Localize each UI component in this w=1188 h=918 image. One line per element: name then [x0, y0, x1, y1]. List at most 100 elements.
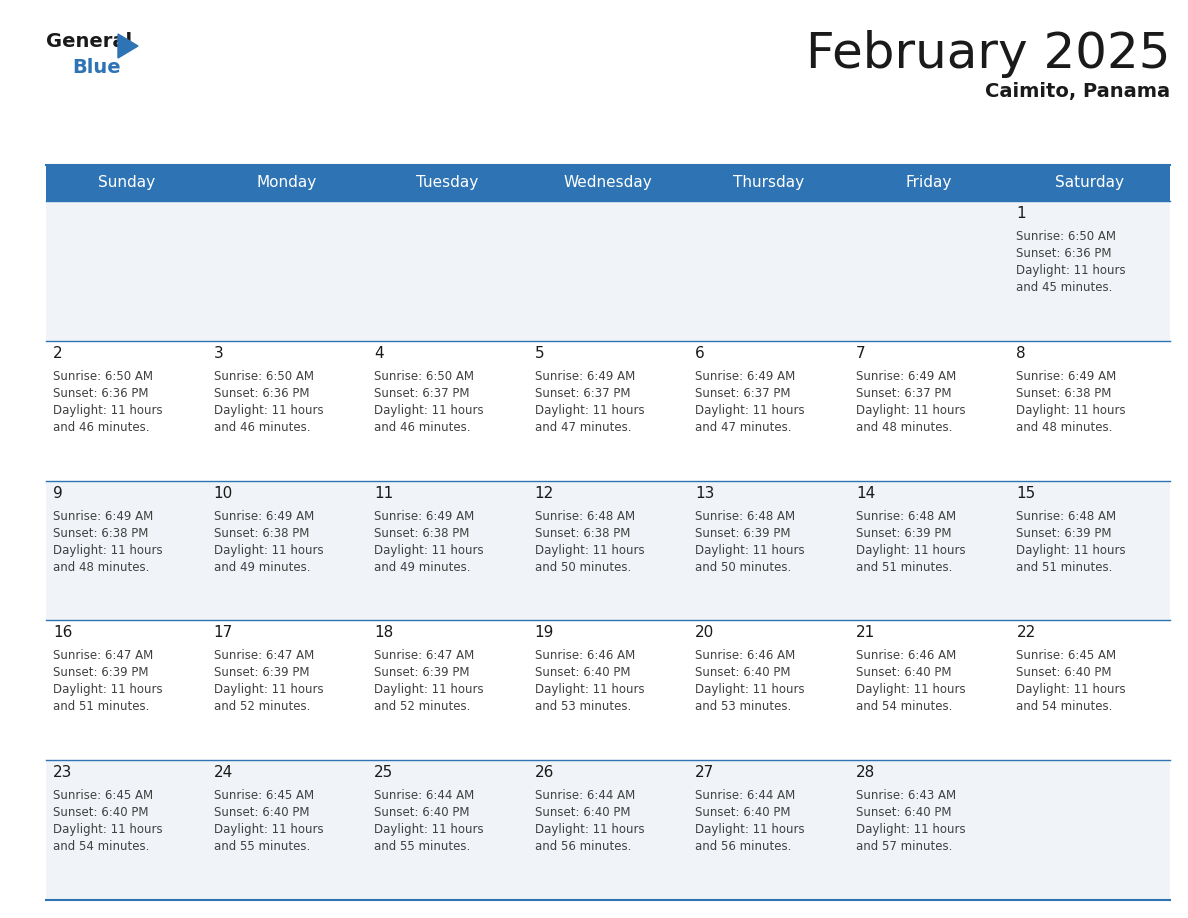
Text: and 49 minutes.: and 49 minutes. — [214, 561, 310, 574]
Text: 26: 26 — [535, 766, 554, 780]
Text: Daylight: 11 hours: Daylight: 11 hours — [1017, 264, 1126, 277]
Bar — [1010, 165, 1170, 201]
Text: Sunset: 6:39 PM: Sunset: 6:39 PM — [214, 666, 309, 679]
Text: Thursday: Thursday — [733, 175, 804, 191]
Text: Sunrise: 6:48 AM: Sunrise: 6:48 AM — [695, 509, 796, 522]
Text: Sunrise: 6:46 AM: Sunrise: 6:46 AM — [855, 649, 956, 663]
Text: Sunset: 6:40 PM: Sunset: 6:40 PM — [53, 806, 148, 819]
Text: 10: 10 — [214, 486, 233, 500]
Bar — [207, 165, 367, 201]
Text: and 48 minutes.: and 48 minutes. — [1017, 420, 1113, 434]
Text: Daylight: 11 hours: Daylight: 11 hours — [214, 543, 323, 556]
Text: and 51 minutes.: and 51 minutes. — [53, 700, 150, 713]
Text: 20: 20 — [695, 625, 714, 641]
Text: 3: 3 — [214, 346, 223, 361]
Text: Sunrise: 6:44 AM: Sunrise: 6:44 AM — [535, 789, 634, 802]
Text: Sunrise: 6:45 AM: Sunrise: 6:45 AM — [1017, 649, 1117, 663]
Text: and 45 minutes.: and 45 minutes. — [1017, 281, 1113, 294]
Text: Sunrise: 6:45 AM: Sunrise: 6:45 AM — [214, 789, 314, 802]
Text: Daylight: 11 hours: Daylight: 11 hours — [1017, 404, 1126, 417]
Text: and 55 minutes.: and 55 minutes. — [214, 840, 310, 853]
Text: 15: 15 — [1017, 486, 1036, 500]
Text: and 46 minutes.: and 46 minutes. — [374, 420, 470, 434]
Text: Daylight: 11 hours: Daylight: 11 hours — [1017, 683, 1126, 697]
Text: Sunrise: 6:44 AM: Sunrise: 6:44 AM — [374, 789, 474, 802]
Text: Sunrise: 6:48 AM: Sunrise: 6:48 AM — [855, 509, 956, 522]
Text: 11: 11 — [374, 486, 393, 500]
Text: Sunset: 6:40 PM: Sunset: 6:40 PM — [1017, 666, 1112, 679]
Bar — [367, 165, 527, 201]
Text: Sunday: Sunday — [97, 175, 154, 191]
Text: Sunset: 6:37 PM: Sunset: 6:37 PM — [855, 386, 952, 400]
Text: Sunrise: 6:49 AM: Sunrise: 6:49 AM — [214, 509, 314, 522]
Text: Sunset: 6:38 PM: Sunset: 6:38 PM — [374, 527, 469, 540]
Text: Sunrise: 6:45 AM: Sunrise: 6:45 AM — [53, 789, 153, 802]
Text: Daylight: 11 hours: Daylight: 11 hours — [1017, 543, 1126, 556]
Text: and 52 minutes.: and 52 minutes. — [374, 700, 470, 713]
Text: Sunset: 6:38 PM: Sunset: 6:38 PM — [1017, 386, 1112, 400]
Text: Daylight: 11 hours: Daylight: 11 hours — [214, 823, 323, 836]
Text: 5: 5 — [535, 346, 544, 361]
Text: Sunset: 6:39 PM: Sunset: 6:39 PM — [855, 527, 952, 540]
Text: and 46 minutes.: and 46 minutes. — [53, 420, 150, 434]
Text: Sunset: 6:37 PM: Sunset: 6:37 PM — [374, 386, 469, 400]
Bar — [849, 165, 1010, 201]
Text: and 52 minutes.: and 52 minutes. — [214, 700, 310, 713]
Text: and 54 minutes.: and 54 minutes. — [1017, 700, 1113, 713]
Text: and 53 minutes.: and 53 minutes. — [695, 700, 791, 713]
Text: 28: 28 — [855, 766, 876, 780]
Text: 13: 13 — [695, 486, 715, 500]
Text: Sunrise: 6:48 AM: Sunrise: 6:48 AM — [535, 509, 634, 522]
Text: General: General — [46, 32, 132, 51]
Text: Daylight: 11 hours: Daylight: 11 hours — [374, 404, 484, 417]
Text: Sunset: 6:38 PM: Sunset: 6:38 PM — [53, 527, 148, 540]
Text: Sunset: 6:38 PM: Sunset: 6:38 PM — [214, 527, 309, 540]
Bar — [527, 165, 688, 201]
Text: 24: 24 — [214, 766, 233, 780]
Text: 27: 27 — [695, 766, 714, 780]
Text: 1: 1 — [1017, 206, 1026, 221]
Text: Sunset: 6:40 PM: Sunset: 6:40 PM — [535, 666, 630, 679]
Bar — [688, 165, 849, 201]
Text: Daylight: 11 hours: Daylight: 11 hours — [374, 543, 484, 556]
Text: and 56 minutes.: and 56 minutes. — [695, 840, 791, 853]
Text: 16: 16 — [53, 625, 72, 641]
Text: 21: 21 — [855, 625, 876, 641]
Text: and 51 minutes.: and 51 minutes. — [1017, 561, 1113, 574]
Text: Sunset: 6:40 PM: Sunset: 6:40 PM — [374, 806, 469, 819]
Text: Sunrise: 6:47 AM: Sunrise: 6:47 AM — [53, 649, 153, 663]
Text: Sunset: 6:40 PM: Sunset: 6:40 PM — [695, 666, 791, 679]
Text: Sunset: 6:39 PM: Sunset: 6:39 PM — [695, 527, 791, 540]
Text: Sunrise: 6:47 AM: Sunrise: 6:47 AM — [374, 649, 474, 663]
Text: and 51 minutes.: and 51 minutes. — [855, 561, 953, 574]
Text: and 47 minutes.: and 47 minutes. — [695, 420, 791, 434]
Text: Daylight: 11 hours: Daylight: 11 hours — [535, 543, 644, 556]
Text: Daylight: 11 hours: Daylight: 11 hours — [374, 823, 484, 836]
Text: and 47 minutes.: and 47 minutes. — [535, 420, 631, 434]
Text: Daylight: 11 hours: Daylight: 11 hours — [535, 404, 644, 417]
Text: Sunrise: 6:47 AM: Sunrise: 6:47 AM — [214, 649, 314, 663]
Text: Saturday: Saturday — [1055, 175, 1124, 191]
Text: Monday: Monday — [257, 175, 317, 191]
Text: 23: 23 — [53, 766, 72, 780]
Text: Daylight: 11 hours: Daylight: 11 hours — [53, 823, 163, 836]
Text: and 46 minutes.: and 46 minutes. — [214, 420, 310, 434]
Text: and 54 minutes.: and 54 minutes. — [53, 840, 150, 853]
Text: Daylight: 11 hours: Daylight: 11 hours — [53, 683, 163, 697]
Bar — [46, 760, 1170, 900]
Text: Daylight: 11 hours: Daylight: 11 hours — [695, 404, 805, 417]
Text: 12: 12 — [535, 486, 554, 500]
Text: Daylight: 11 hours: Daylight: 11 hours — [855, 683, 966, 697]
Text: Sunrise: 6:48 AM: Sunrise: 6:48 AM — [1017, 509, 1117, 522]
Text: and 57 minutes.: and 57 minutes. — [855, 840, 953, 853]
Text: Sunset: 6:40 PM: Sunset: 6:40 PM — [214, 806, 309, 819]
Text: 7: 7 — [855, 346, 866, 361]
Text: and 55 minutes.: and 55 minutes. — [374, 840, 470, 853]
Text: Blue: Blue — [72, 58, 121, 77]
Text: 14: 14 — [855, 486, 876, 500]
Text: Sunrise: 6:50 AM: Sunrise: 6:50 AM — [53, 370, 153, 383]
Bar — [46, 621, 1170, 760]
Text: Sunrise: 6:49 AM: Sunrise: 6:49 AM — [374, 509, 474, 522]
Text: Daylight: 11 hours: Daylight: 11 hours — [855, 823, 966, 836]
Text: Caimito, Panama: Caimito, Panama — [985, 82, 1170, 101]
